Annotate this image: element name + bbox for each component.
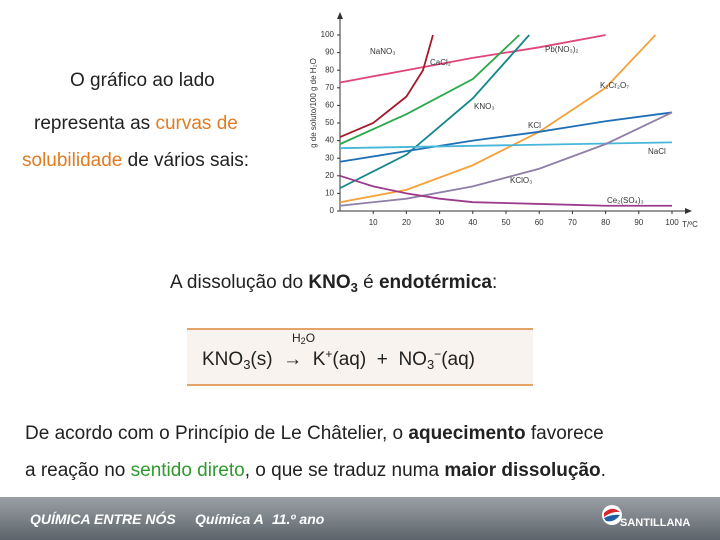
solubility-curve (339, 34, 606, 84)
x-tick-label: 60 (535, 218, 544, 227)
text: . (600, 460, 606, 481)
intro-line: representa as curvas de (34, 113, 238, 135)
solubility-curve (339, 34, 530, 189)
text: é (363, 272, 374, 293)
text: representa as (34, 113, 151, 134)
x-tick-label: 40 (468, 218, 477, 227)
y-tick-label: 50 (325, 118, 334, 127)
y-tick-label: 0 (330, 206, 335, 215)
y-tick-label: 40 (325, 136, 334, 145)
y-axis-label: g de soluto/100 g de H₂O (309, 58, 318, 148)
intro-line: solubilidade de vários sais: (22, 150, 249, 172)
text: H (292, 331, 301, 345)
intro-line: O gráfico ao lado (70, 70, 215, 91)
subscript: 2 (300, 336, 306, 346)
text: NO (398, 349, 427, 370)
text: A dissolução do (170, 272, 304, 293)
curve-label: KClO₃ (510, 176, 532, 185)
subscript: 3 (243, 357, 251, 372)
solvent: H2O (292, 331, 315, 346)
x-tick-label: 100 (665, 218, 679, 227)
equation: KNO3(s) → K+(aq) + NO3−(aq) (202, 347, 475, 372)
curve-label: Pb(NO₃)₂ (545, 45, 578, 54)
y-tick-label: 100 (321, 30, 335, 39)
keyword: aquecimento (408, 423, 526, 444)
x-tick-label: 90 (634, 218, 643, 227)
text: KNO (308, 272, 351, 293)
text: K (312, 349, 326, 370)
curve-label: Ce₂(SO₄)₃ (607, 196, 644, 205)
subscript: 3 (426, 357, 435, 372)
y-tick-label: 20 (325, 171, 334, 180)
text: a reação no (25, 460, 126, 481)
plus: + (376, 349, 388, 370)
curve-label: KNO₃ (474, 102, 495, 111)
curve-label: CaCl₂ (430, 58, 451, 67)
y-tick-label: 80 (325, 65, 334, 74)
solubility-chart: T/ºC g de soluto/100 g de H₂O 0 10 20 30 40 50 6… (309, 12, 698, 229)
curve-label: NaNO₃ (370, 47, 395, 56)
x-tick-label: 10 (369, 218, 378, 227)
solubility-curve (339, 34, 657, 204)
keyword: endotérmica (378, 272, 492, 293)
solubility-curve (339, 174, 672, 207)
text: KNO (202, 349, 244, 370)
conclusion-line: De acordo com o Princípio de Le Châtelie… (25, 423, 604, 445)
publisher: SANTILLANA (620, 517, 691, 529)
footer: QUÍMICA ENTRE NÓS Química A 11.º ano SAN… (0, 497, 720, 540)
text: de vários sais: (127, 150, 250, 171)
x-axis-label: T/ºC (682, 220, 698, 229)
text: o que se traduz numa (255, 460, 440, 481)
text: , (244, 460, 250, 481)
y-tick-label: 90 (325, 48, 334, 57)
x-tick-label: 80 (601, 218, 610, 227)
text: (aq) (441, 349, 475, 370)
curve-label: KCl (528, 121, 541, 130)
brand: QUÍMICA ENTRE NÓS (30, 511, 176, 527)
x-axis-arrow (685, 208, 692, 214)
equation-box (187, 328, 533, 386)
solubility-curve (339, 34, 520, 145)
conclusion-line: a reação no sentido direto, o que se tra… (25, 460, 606, 482)
arrow: → (283, 349, 303, 370)
text: De acordo com o Princípio de Le Châtelie… (25, 423, 404, 444)
highlight: solubilidade (22, 150, 123, 171)
solubility-curve (339, 111, 673, 163)
grade: 11.º ano (272, 511, 325, 527)
solubility-curve (339, 111, 673, 207)
curve-label: NaCl (648, 147, 666, 156)
solubility-curve (339, 141, 673, 150)
subscript: 3 (350, 280, 358, 295)
text: O (305, 331, 316, 345)
text: : (491, 272, 498, 293)
x-tick-label: 20 (402, 218, 411, 227)
formula: KNO3 (308, 272, 358, 295)
course: Química A (195, 511, 264, 527)
highlight: curvas de (155, 113, 238, 134)
y-tick-label: 30 (325, 153, 334, 162)
x-tick-label: 30 (435, 218, 444, 227)
text: favorece (530, 423, 604, 444)
text: (aq) (332, 349, 367, 370)
y-axis-arrow (337, 12, 343, 19)
text: (s) (250, 349, 273, 370)
logo (602, 505, 622, 525)
statement: A dissolução do KNO3 é endotérmica: (170, 272, 497, 295)
curve-label: K₂Cr₂O₇ (600, 81, 629, 90)
y-tick-label: 70 (325, 83, 334, 92)
superscript: − (434, 347, 442, 361)
y-tick-label: 60 (325, 101, 334, 110)
highlight: sentido direto (130, 460, 245, 481)
keyword: maior dissolução (444, 460, 601, 481)
x-tick-label: 70 (568, 218, 577, 227)
y-tick-label: 10 (325, 189, 334, 198)
superscript: + (325, 347, 333, 361)
x-tick-label: 50 (502, 218, 511, 227)
solubility-curve (339, 34, 434, 138)
